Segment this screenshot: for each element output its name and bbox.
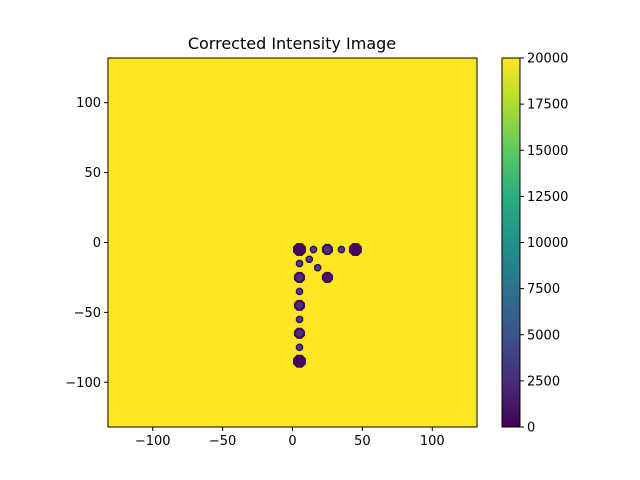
spot xyxy=(314,264,322,272)
x-tick-label: −100 xyxy=(135,434,171,449)
plot-area xyxy=(107,57,478,428)
spot xyxy=(305,255,313,263)
y-axis: 100 50 0 −50 −100 xyxy=(65,96,108,391)
spot xyxy=(293,299,305,311)
heatmap-background xyxy=(108,58,477,427)
colorbar-tick-label: 2500 xyxy=(527,374,560,389)
spot-core xyxy=(296,274,303,281)
spot xyxy=(295,287,304,296)
spot xyxy=(321,243,333,255)
spot xyxy=(293,327,305,339)
spot-core xyxy=(307,257,312,262)
spot-core xyxy=(297,317,302,322)
x-tick-label: 0 xyxy=(288,434,296,449)
spot xyxy=(293,354,306,368)
spot xyxy=(293,243,306,256)
spot-core xyxy=(324,274,331,281)
spot-core xyxy=(351,245,360,254)
spot xyxy=(309,245,318,254)
spot xyxy=(348,243,362,256)
colorbar-tick-label: 17500 xyxy=(527,98,568,113)
spot-core xyxy=(296,329,303,337)
colorbar-tick-label: 12500 xyxy=(527,190,568,205)
spot-core xyxy=(315,265,320,270)
spot xyxy=(295,315,304,324)
spot-core xyxy=(296,302,303,309)
colorbar-axis: 0 2500 5000 7500 10000 12500 15000 17500 20000 xyxy=(520,52,568,436)
chart-title: Corrected Intensity Image xyxy=(188,34,396,53)
colorbar-tick-label: 20000 xyxy=(527,52,568,67)
spot xyxy=(295,343,304,351)
spot-core xyxy=(339,247,344,252)
colorbar-tick-label: 5000 xyxy=(527,328,560,343)
spot-core xyxy=(324,246,331,253)
y-tick-label: −100 xyxy=(65,376,101,391)
colorbar-tick-label: 0 xyxy=(527,421,535,436)
colorbar-tick-label: 7500 xyxy=(527,282,560,297)
colorbar-tick-label: 15000 xyxy=(527,144,568,159)
spot xyxy=(293,271,305,283)
spot xyxy=(337,245,346,254)
spot-core xyxy=(297,261,302,266)
y-tick-label: 100 xyxy=(76,96,101,111)
colorbar-tick-label: 10000 xyxy=(527,236,568,251)
colorbar: 0 2500 5000 7500 10000 12500 15000 17500 20000 xyxy=(501,52,568,436)
spot-core xyxy=(295,357,304,366)
y-tick-label: −50 xyxy=(74,306,101,321)
y-tick-label: 0 xyxy=(93,236,101,251)
x-tick-label: −50 xyxy=(209,434,236,449)
x-tick-label: 100 xyxy=(420,434,445,449)
y-tick-label: 50 xyxy=(84,166,101,181)
x-tick-label: 50 xyxy=(354,434,371,449)
spot-core xyxy=(295,245,304,254)
spot-core xyxy=(297,289,302,294)
spot-core xyxy=(297,345,302,350)
spot-core xyxy=(311,247,316,252)
x-axis: −100 −50 0 50 100 xyxy=(135,427,445,449)
colorbar-gradient xyxy=(502,58,520,427)
spot xyxy=(321,271,333,283)
spot-layer xyxy=(293,243,362,368)
spot xyxy=(295,259,304,268)
